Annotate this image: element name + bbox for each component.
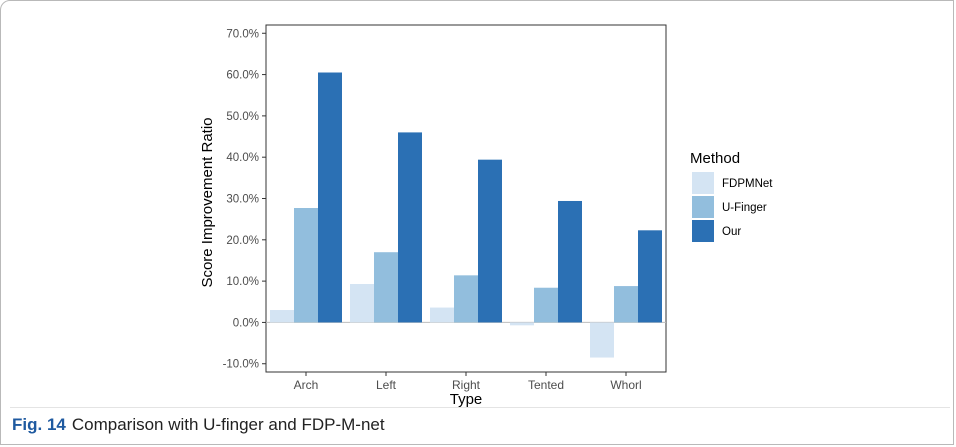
bar-chart: -10.0% 0.0% 10.0% 20.0% 30.0% 40.0% 50.0% 60.0%… bbox=[199, 24, 773, 408]
figure-caption: Fig. 14 Comparison with U-finger and FDP-… bbox=[12, 415, 385, 435]
y-tick-label: 50.0% bbox=[226, 111, 259, 123]
y-tick-label: 0.0% bbox=[233, 317, 259, 329]
x-axis-title: Type bbox=[450, 391, 483, 408]
x-axis: Arch Left Right Tented Whorl bbox=[294, 372, 642, 392]
y-axis: -10.0% 0.0% 10.0% 20.0% 30.0% 40.0% 50.0% 60.0%… bbox=[223, 28, 266, 371]
caption-text: Comparison with U-finger and FDP-M-net bbox=[71, 415, 385, 434]
legend-label-fdpmnet: FDPMNet bbox=[722, 178, 773, 190]
bar-fdpmnet-right bbox=[430, 307, 454, 323]
y-tick-label: 70.0% bbox=[226, 28, 259, 40]
bar-our-arch bbox=[318, 72, 342, 323]
y-axis-title: Score Improvement Ratio bbox=[199, 117, 216, 287]
y-tick-label: 40.0% bbox=[226, 152, 259, 164]
legend-label-u-finger: U-Finger bbox=[722, 202, 767, 214]
bar-fdpmnet-left bbox=[350, 284, 374, 323]
legend-title: Method bbox=[690, 150, 740, 167]
bar-our-tented bbox=[558, 200, 582, 323]
bar-u-finger-left bbox=[374, 252, 398, 323]
bar-u-finger-whorl bbox=[614, 286, 638, 323]
y-tick-label: 20.0% bbox=[226, 235, 259, 247]
y-tick-label: 30.0% bbox=[226, 194, 259, 206]
y-tick-label: -10.0% bbox=[223, 359, 259, 371]
bar-our-right bbox=[478, 159, 502, 323]
bar-u-finger-right bbox=[454, 275, 478, 323]
legend-swatch-u-finger bbox=[692, 196, 714, 218]
y-tick-label: 60.0% bbox=[226, 70, 259, 82]
x-tick-label: Whorl bbox=[610, 378, 641, 392]
legend-swatch-our bbox=[692, 220, 714, 242]
x-tick-label: Right bbox=[452, 378, 481, 392]
bar-u-finger-arch bbox=[294, 208, 318, 323]
x-tick-label: Arch bbox=[294, 378, 319, 392]
figure-number: Fig. 14 bbox=[12, 415, 66, 434]
bar-fdpmnet-whorl bbox=[590, 322, 614, 358]
legend: Method FDPMNet U-Finger Our bbox=[690, 150, 773, 242]
bar-fdpmnet-arch bbox=[270, 310, 294, 323]
y-tick-label: 10.0% bbox=[226, 276, 259, 288]
bar-fdpmnet-tented bbox=[510, 322, 534, 326]
bar-u-finger-tented bbox=[534, 287, 558, 323]
caption-divider bbox=[10, 407, 950, 408]
bars-layer bbox=[270, 72, 662, 358]
x-tick-label: Tented bbox=[528, 378, 564, 392]
x-tick-label: Left bbox=[376, 378, 397, 392]
bar-our-whorl bbox=[638, 230, 662, 323]
legend-label-our: Our bbox=[722, 226, 741, 238]
legend-swatch-fdpmnet bbox=[692, 172, 714, 194]
bar-our-left bbox=[398, 132, 422, 323]
